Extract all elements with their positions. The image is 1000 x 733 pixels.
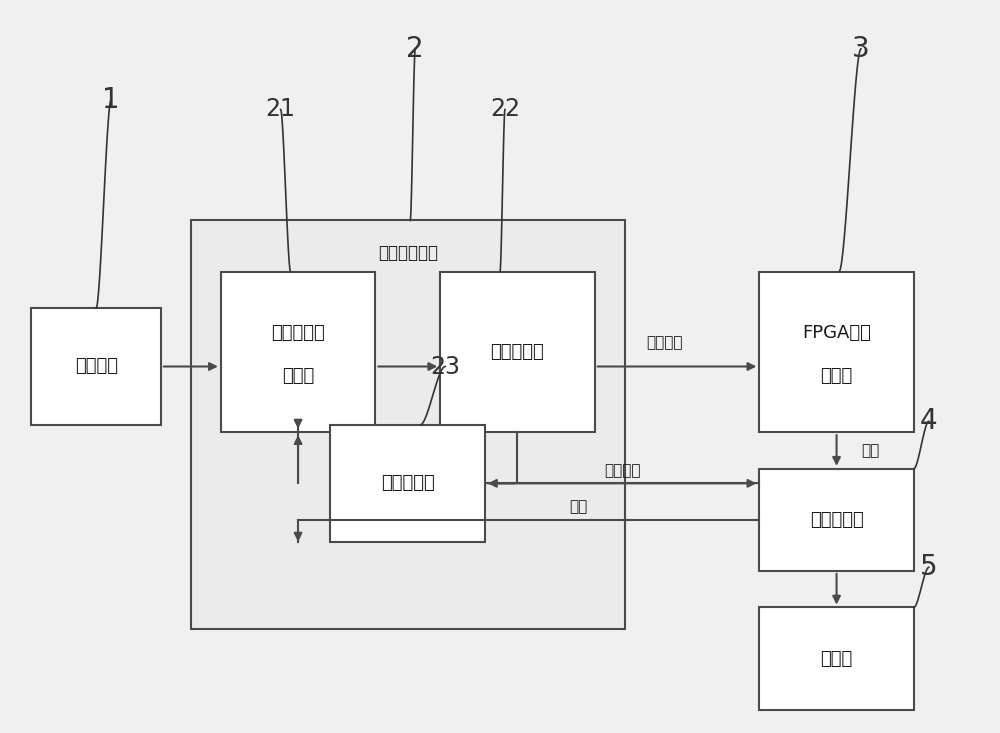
Text: 4: 4: [920, 408, 938, 435]
FancyBboxPatch shape: [759, 468, 914, 571]
Text: 5: 5: [920, 553, 938, 581]
Text: 减电路: 减电路: [282, 367, 314, 385]
Text: 控制处理器: 控制处理器: [810, 511, 863, 528]
Text: 触发比较器: 触发比较器: [381, 474, 435, 493]
Text: 缓冲器: 缓冲器: [820, 367, 853, 385]
Text: 21: 21: [266, 97, 296, 122]
Text: 3: 3: [852, 35, 870, 63]
FancyBboxPatch shape: [221, 271, 375, 432]
Text: 数据: 数据: [861, 443, 880, 458]
Text: 控制: 控制: [569, 499, 588, 515]
Text: 2: 2: [406, 35, 424, 63]
Text: 前端硬件电路: 前端硬件电路: [378, 244, 438, 262]
FancyBboxPatch shape: [759, 271, 914, 432]
Text: 触发信号: 触发信号: [604, 463, 640, 478]
Text: 模数转换器: 模数转换器: [491, 343, 544, 361]
Text: 信号放大衰: 信号放大衰: [271, 323, 325, 342]
FancyBboxPatch shape: [191, 221, 625, 630]
FancyBboxPatch shape: [759, 608, 914, 710]
FancyBboxPatch shape: [31, 308, 161, 425]
Text: 23: 23: [430, 355, 460, 378]
Text: 22: 22: [490, 97, 520, 122]
Text: 模拟信号: 模拟信号: [75, 358, 118, 375]
FancyBboxPatch shape: [440, 271, 595, 432]
Text: 数字信号: 数字信号: [646, 336, 683, 350]
Text: 1: 1: [102, 86, 120, 114]
Text: FPGA数据: FPGA数据: [802, 323, 871, 342]
Text: 显示屏: 显示屏: [820, 649, 853, 668]
FancyBboxPatch shape: [330, 425, 485, 542]
